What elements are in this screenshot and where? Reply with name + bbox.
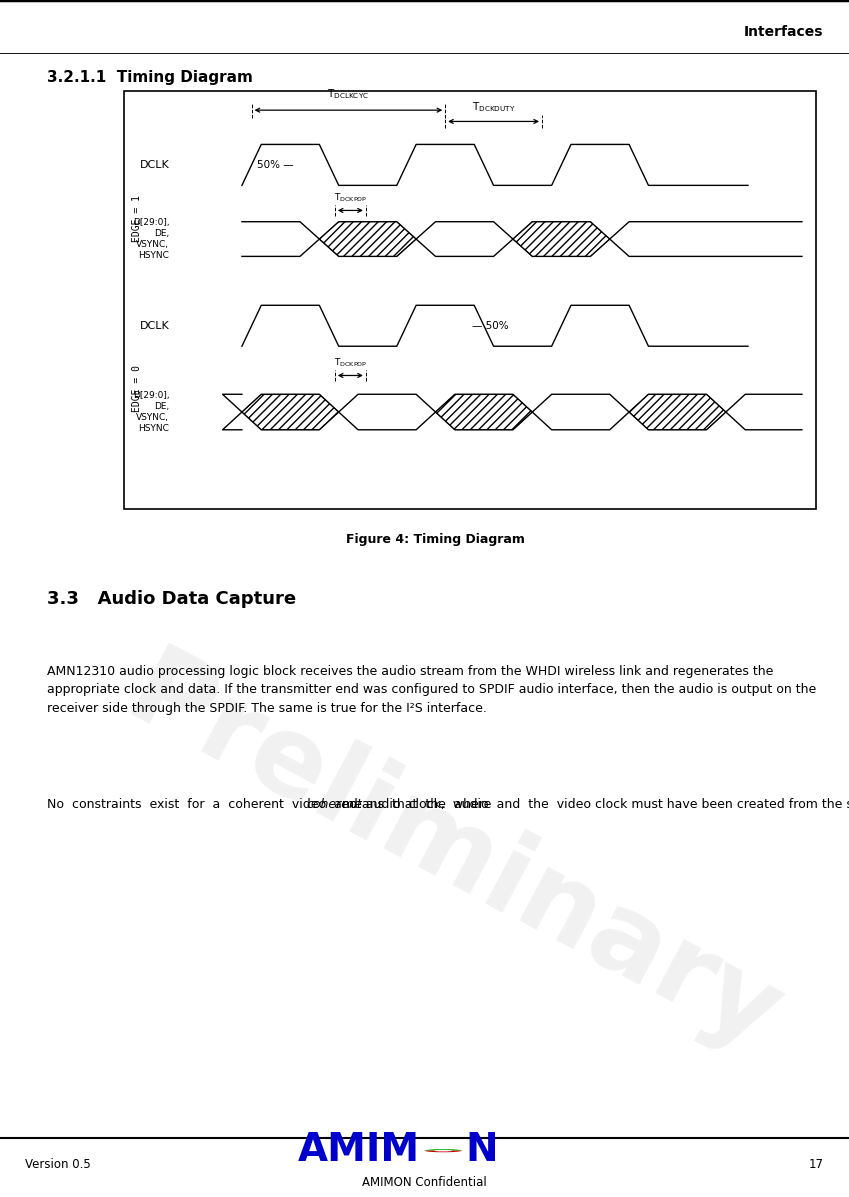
Polygon shape <box>242 394 339 430</box>
Text: Version 0.5: Version 0.5 <box>25 1159 91 1171</box>
Text: 3.2.1.1  Timing Diagram: 3.2.1.1 Timing Diagram <box>47 69 252 85</box>
Text: T$_{\mathrm{DCKPDP}}$: T$_{\mathrm{DCKPDP}}$ <box>334 357 367 369</box>
Text: Interfaces: Interfaces <box>744 25 824 40</box>
Text: D[29:0],
DE,
VSYNC,
HSYNC: D[29:0], DE, VSYNC, HSYNC <box>132 218 169 260</box>
Bar <box>124 91 816 509</box>
Text: No  constraints  exist  for  a  coherent  video  and  audio  clock,  where: No constraints exist for a coherent vide… <box>47 798 495 812</box>
Text: Preliminary: Preliminary <box>109 640 798 1075</box>
Polygon shape <box>629 394 726 430</box>
Text: T$_{\mathrm{DCLKCYC}}$: T$_{\mathrm{DCLKCYC}}$ <box>328 86 369 101</box>
Text: T$_{\mathrm{DCKPDP}}$: T$_{\mathrm{DCKPDP}}$ <box>334 192 367 203</box>
Text: DCLK: DCLK <box>139 321 169 330</box>
Text: 17: 17 <box>808 1159 824 1171</box>
Polygon shape <box>513 221 610 256</box>
Text: — 50%: — 50% <box>472 321 509 330</box>
Text: 3.3   Audio Data Capture: 3.3 Audio Data Capture <box>47 590 295 608</box>
Text: AMIM: AMIM <box>298 1131 420 1169</box>
Text: Figure 4: Timing Diagram: Figure 4: Timing Diagram <box>346 533 525 546</box>
Wedge shape <box>424 1150 462 1153</box>
Text: DCLK: DCLK <box>139 160 169 170</box>
Polygon shape <box>319 221 416 256</box>
Text: AMN12310 audio processing logic block receives the audio stream from the WHDI wi: AMN12310 audio processing logic block re… <box>47 664 816 715</box>
Text: AMIMON Confidential: AMIMON Confidential <box>363 1177 486 1189</box>
Polygon shape <box>436 394 532 430</box>
Wedge shape <box>424 1149 462 1150</box>
Text: T$_{\mathrm{DCKDUTY}}$: T$_{\mathrm{DCKDUTY}}$ <box>472 101 515 114</box>
Text: D[29:0],
DE,
VSYNC,
HSYNC: D[29:0], DE, VSYNC, HSYNC <box>132 391 169 433</box>
Text: 50% —: 50% — <box>256 160 293 170</box>
Text: coherent: coherent <box>306 798 362 812</box>
Text: EDGE = 0: EDGE = 0 <box>132 365 142 412</box>
Text: N: N <box>465 1131 498 1169</box>
Text: EDGE = 1: EDGE = 1 <box>132 195 142 242</box>
Text: means  that  the  audio  and  the  video clock must have been created from the s: means that the audio and the video clock… <box>334 798 849 812</box>
